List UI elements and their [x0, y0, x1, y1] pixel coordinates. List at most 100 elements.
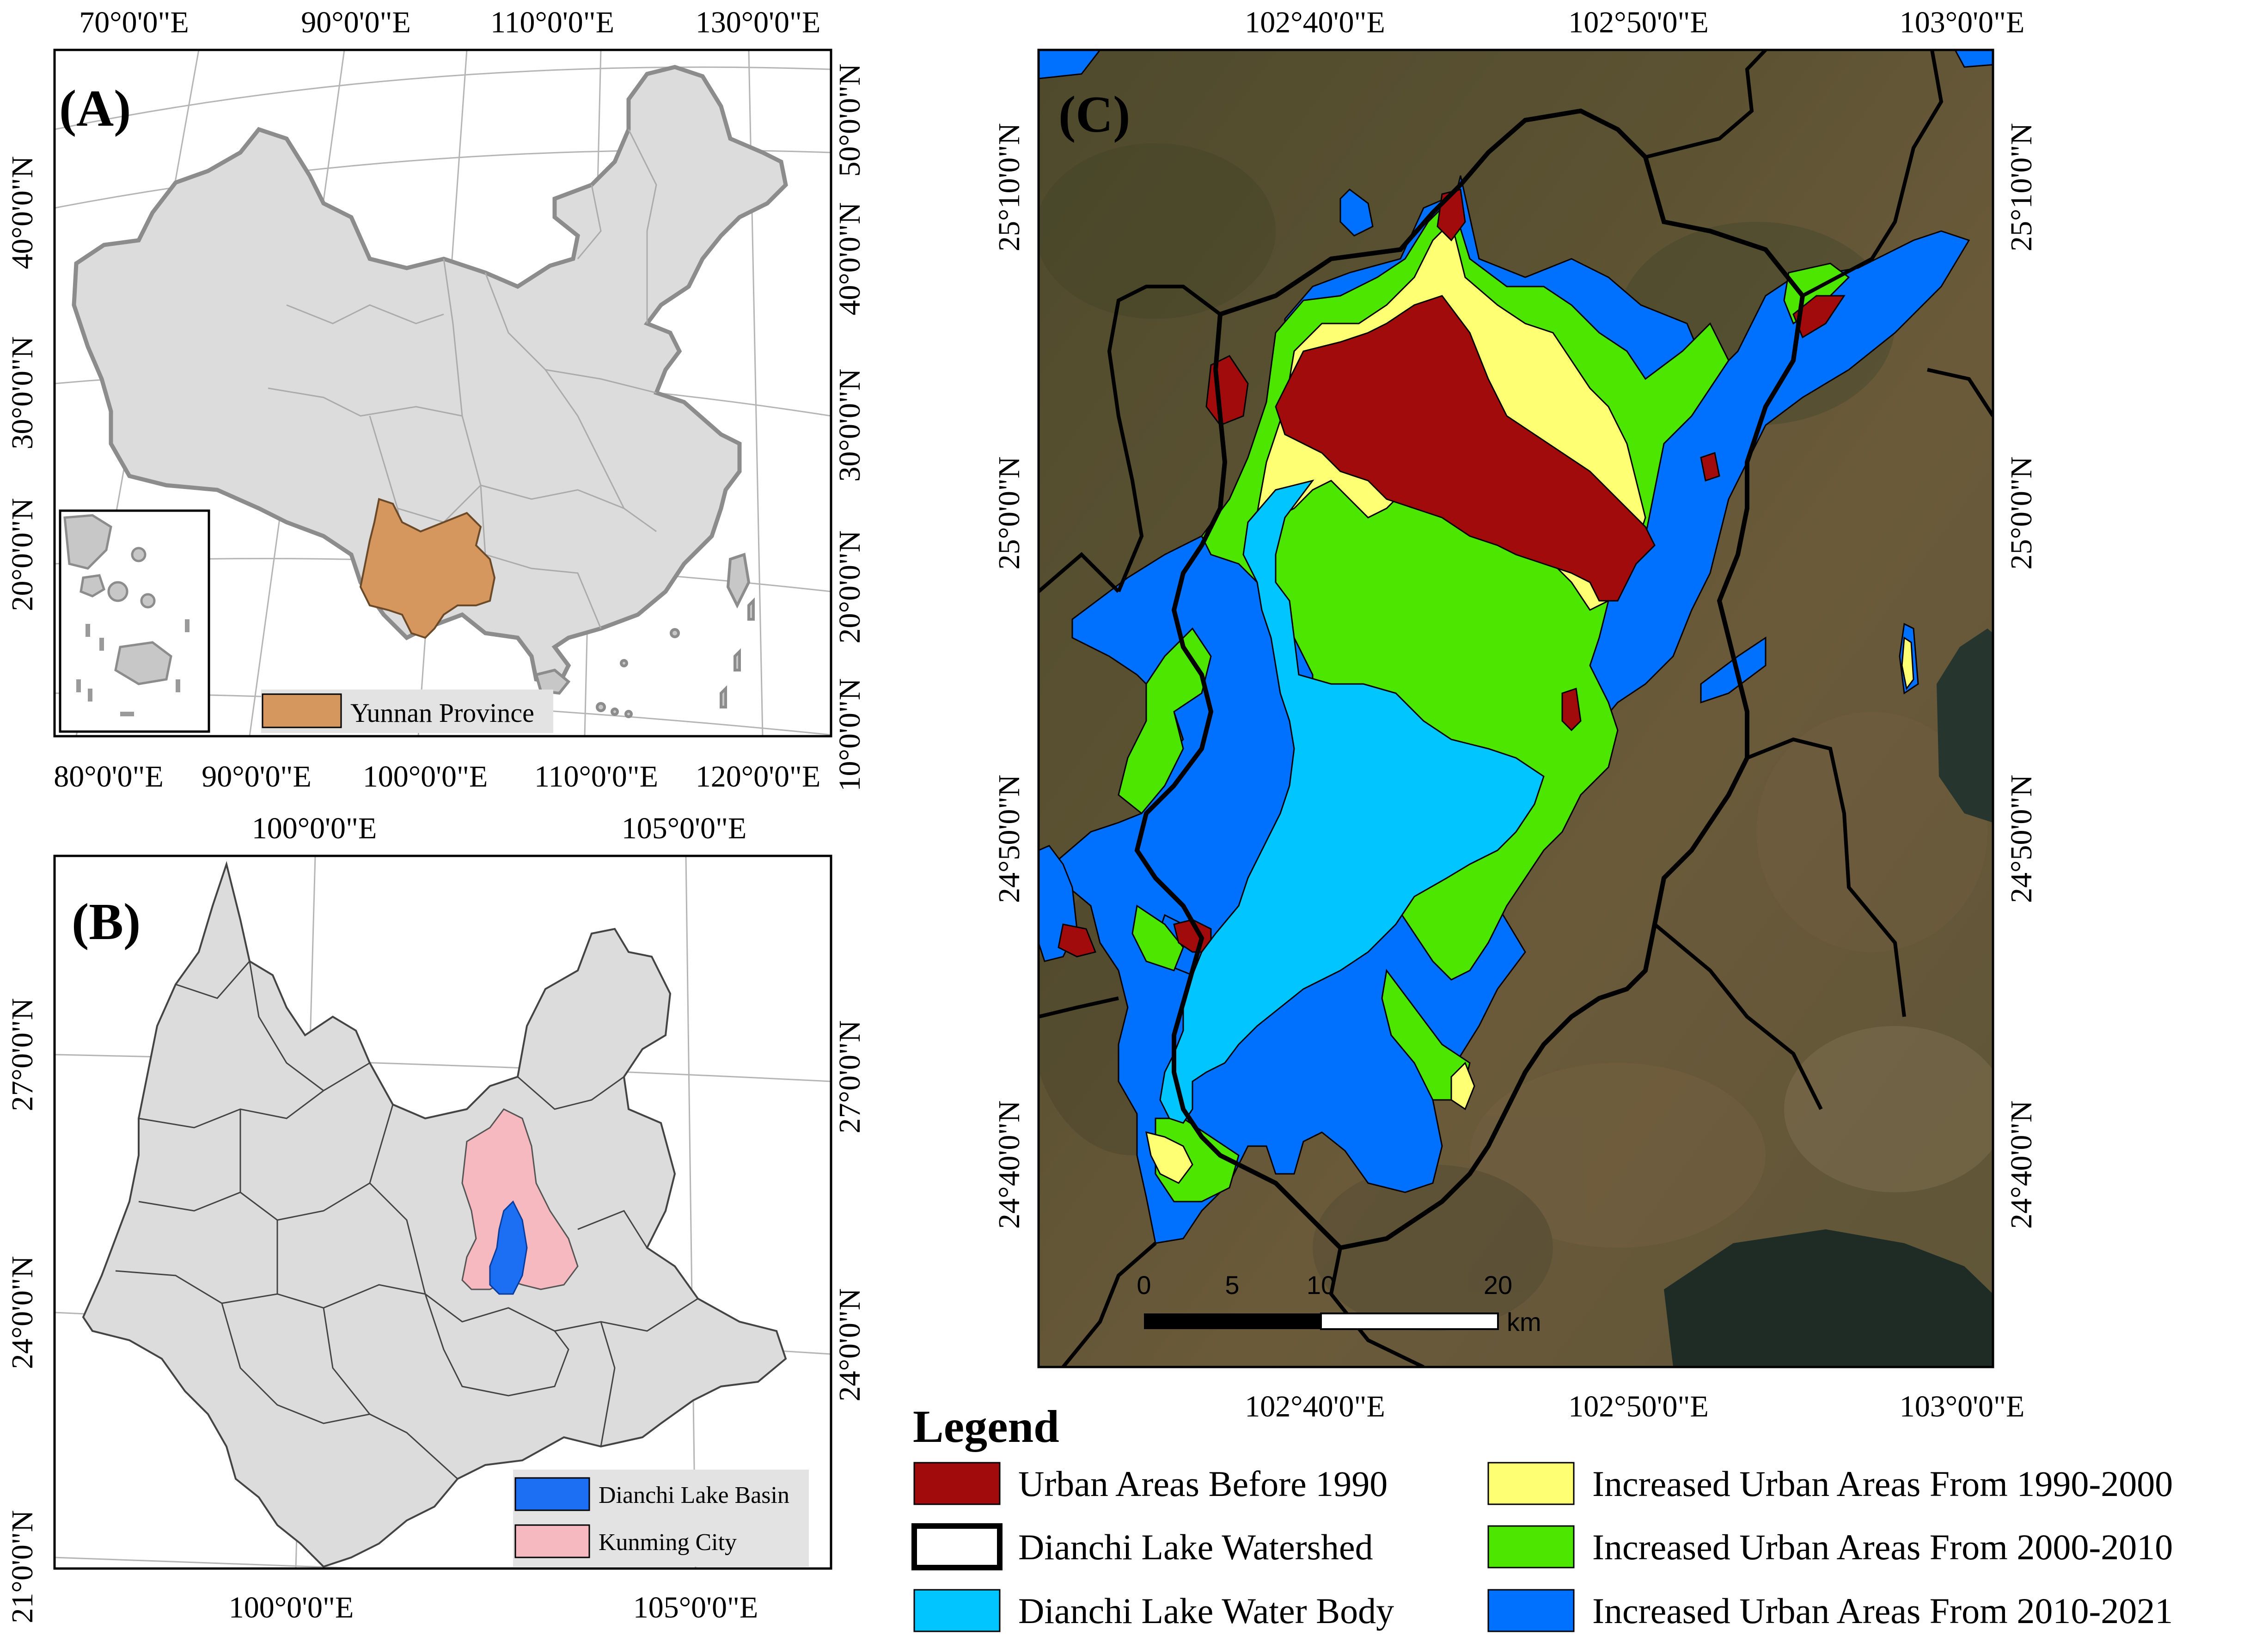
a-left-tick-label: 30°0'0"N: [6, 336, 39, 450]
a-top-tick-label: 90°0'0"E: [301, 6, 411, 39]
panel-b-legend: Dianchi Lake Basin Kunming City: [513, 1470, 809, 1567]
legend-items: Urban Areas Before 1990 Dianchi Lake Wate…: [911, 1462, 2173, 1632]
c-left-tick-label: 25°10'0"N: [992, 123, 1026, 251]
legend-label: Dianchi Lake Water Body: [1018, 1591, 1394, 1631]
kunming-legend-swatch: [514, 1524, 590, 1558]
legend: Legend Urban Areas Before 1990 Dianchi La…: [911, 1401, 2173, 1632]
b-right-tick-label: 27°0'0"N: [833, 1020, 867, 1134]
dianchi-basin-shape: [489, 1200, 528, 1295]
b-top-tick-label: 100°0'0"E: [252, 812, 377, 845]
legend-swatch: [913, 1462, 1001, 1505]
b-right-tick-label: 24°0'0"N: [833, 1288, 867, 1402]
a-bottom-tick-label: 90°0'0"E: [202, 760, 312, 794]
legend-swatch: [1487, 1589, 1575, 1632]
panel-a-bottom-ticks: 80°0'0"E 90°0'0"E 100°0'0"E 110°0'0"E 120°0'…: [54, 760, 820, 794]
panel-a-china-map: Yunnan Province (A) 70°0'0"E 90°0'0"E 110°…: [6, 6, 867, 794]
panel-a-top-ticks: 70°0'0"E 90°0'0"E 110°0'0"E 130°0'0"E: [79, 6, 820, 39]
c-top-tick-label: 102°50'0"E: [1568, 6, 1709, 39]
prefecture-boundaries: [115, 961, 698, 1480]
urban-2010-2021-corner: [1039, 50, 1101, 79]
yunnan-legend-label: Yunnan Province: [350, 698, 534, 728]
yunnan-province-shape: [359, 498, 496, 639]
panel-c-left-ticks: 25°10'0"N 25°0'0"N 24°50'0"N 24°40'0"N: [992, 123, 1026, 1229]
panel-b-top-ticks: 100°0'0"E 105°0'0"E: [252, 812, 747, 845]
panel-a-legend: Yunnan Province: [261, 690, 553, 733]
scale-unit: km: [1507, 1307, 1541, 1337]
panel-c-frame: [1037, 49, 1994, 1368]
kunming-legend-label: Kunming City: [599, 1529, 737, 1556]
panel-a-frame: [53, 49, 832, 738]
dianchi-basin-legend-label: Dianchi Lake Basin: [599, 1482, 789, 1508]
a-bottom-tick-label: 80°0'0"E: [54, 760, 164, 794]
c-bottom-tick-label: 103°0'0"E: [1900, 1390, 2025, 1423]
panel-b-frame: [53, 855, 832, 1570]
panel-c-right-ticks: 25°10'0"N 25°0'0"N 24°50'0"N 24°40'0"N: [2005, 123, 2038, 1229]
panel-b-right-ticks: 27°0'0"N 24°0'0"N: [833, 1020, 867, 1402]
legend-label: Increased Urban Areas From 2010-2021: [1592, 1591, 2173, 1631]
c-left-tick-label: 24°40'0"N: [992, 1100, 1026, 1229]
legend-swatch: [1487, 1525, 1575, 1569]
dianchi-basin-legend-swatch: [514, 1477, 590, 1511]
b-top-tick-label: 105°0'0"E: [622, 812, 747, 845]
a-right-tick-label: 10°0'0"N: [833, 678, 867, 792]
legend-title: Legend: [913, 1401, 1059, 1452]
panel-b-yunnan-map: Dianchi Lake Basin Kunming City (B) 100°…: [6, 812, 867, 1624]
b-left-tick-label: 27°0'0"N: [6, 998, 39, 1111]
c-left-tick-label: 25°0'0"N: [992, 457, 1026, 570]
b-left-tick-label: 21°0'0"N: [6, 1510, 39, 1624]
panel-c-bottom-ticks: 102°40'0"E 102°50'0"E 103°0'0"E: [1245, 1390, 2024, 1423]
a-top-tick-label: 110°0'0"E: [490, 6, 614, 39]
kunming-city-shape: [461, 1108, 579, 1290]
panel-a-letter: (A): [59, 80, 131, 137]
scale-label-5: 5: [1225, 1270, 1239, 1300]
dianchi-lake-watershed-boundary: [1134, 108, 1805, 1251]
a-right-tick-label: 20°0'0"N: [833, 531, 867, 644]
panel-a-left-ticks: 40°0'0"N 30°0'0"N 20°0'0"N: [6, 156, 39, 611]
fuxian-lake: [1664, 1229, 1993, 1367]
a-left-tick-label: 20°0'0"N: [6, 498, 39, 611]
c-bottom-tick-label: 102°40'0"E: [1245, 1390, 1385, 1423]
a-right-tick-label: 50°0'0"N: [833, 64, 867, 177]
panel-c-dianchi-map: 0 5 10 20 km (C) 102°40'0"E 102°50'0"E 103…: [992, 6, 2038, 1423]
c-right-tick-label: 25°0'0"N: [2005, 457, 2038, 570]
c-right-tick-label: 24°40'0"N: [2005, 1100, 2038, 1229]
a-bottom-tick-label: 100°0'0"E: [363, 760, 488, 794]
panel-b-bottom-ticks: 100°0'0"E 105°0'0"E: [229, 1591, 758, 1624]
a-top-tick-label: 70°0'0"E: [79, 6, 189, 39]
dianchi-lake-water-body: [1159, 479, 1545, 1124]
b-bottom-tick-label: 100°0'0"E: [229, 1591, 354, 1624]
legend-swatch: [911, 1523, 1003, 1570]
legend-label: Increased Urban Areas From 2000-2010: [1592, 1527, 2173, 1567]
watershed-outer-lines: [1107, 285, 1222, 592]
b-bottom-tick-label: 105°0'0"E: [633, 1591, 758, 1624]
scale-label-10: 10: [1307, 1270, 1335, 1300]
legend-label: Dianchi Lake Watershed: [1018, 1527, 1373, 1567]
a-left-tick-label: 40°0'0"N: [6, 156, 39, 269]
legend-label: Increased Urban Areas From 1990-2000: [1592, 1464, 2173, 1504]
a-bottom-tick-label: 120°0'0"E: [696, 760, 821, 794]
panel-b-left-ticks: 27°0'0"N 24°0'0"N 21°0'0"N: [6, 998, 39, 1624]
a-right-tick-label: 30°0'0"N: [833, 369, 867, 482]
c-top-tick-label: 102°40'0"E: [1245, 6, 1385, 39]
scale-bar: 0 5 10 20 km: [1137, 1270, 1541, 1337]
legend-swatch: [913, 1589, 1001, 1632]
a-bottom-tick-label: 110°0'0"E: [534, 760, 658, 794]
legend-swatch: [1487, 1462, 1575, 1505]
islands: [534, 553, 755, 718]
a-right-tick-label: 40°0'0"N: [833, 202, 867, 316]
panel-c-letter: (C): [1058, 86, 1130, 143]
panel-a-right-ticks: 50°0'0"N 40°0'0"N 30°0'0"N 20°0'0"N 10°0'0"N: [833, 64, 867, 792]
scale-label-0: 0: [1137, 1270, 1151, 1300]
terrain-texture: [1039, 143, 1993, 1331]
legend-label: Urban Areas Before 1990: [1018, 1464, 1388, 1504]
yangzong-lake: [1937, 629, 1993, 823]
c-right-tick-label: 24°50'0"N: [2005, 775, 2038, 903]
panel-b-letter: (B): [72, 893, 141, 951]
c-bottom-tick-label: 102°50'0"E: [1568, 1390, 1709, 1423]
scale-label-20: 20: [1484, 1270, 1512, 1300]
a-top-tick-label: 130°0'0"E: [696, 6, 821, 39]
south-china-sea-inset: [59, 509, 210, 733]
b-left-tick-label: 24°0'0"N: [6, 1256, 39, 1369]
panel-c-top-ticks: 102°40'0"E 102°50'0"E 103°0'0"E: [1245, 6, 2024, 39]
